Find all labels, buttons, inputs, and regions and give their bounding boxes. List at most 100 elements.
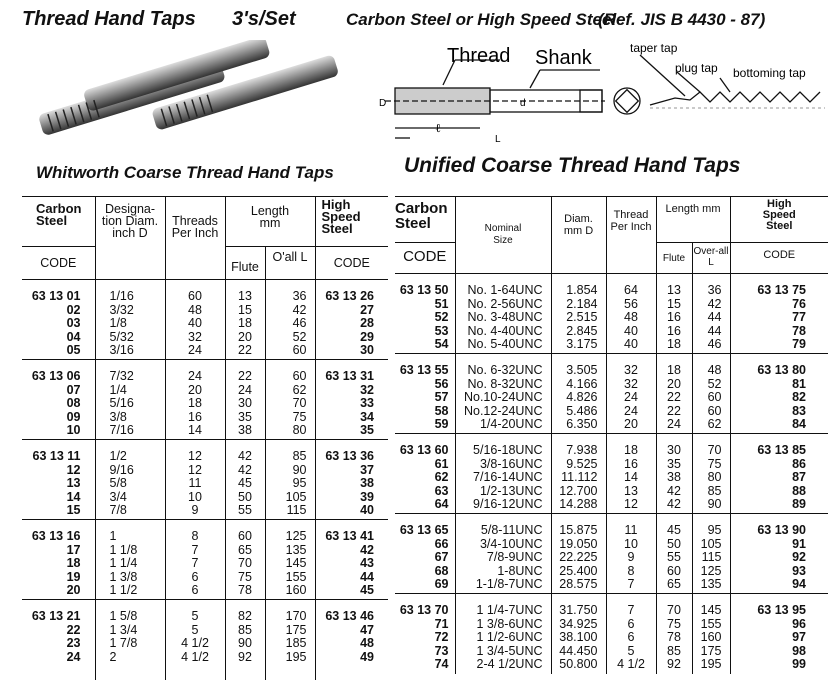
flute-length: 38 [667, 470, 681, 484]
threads-per-inch: 11 [624, 523, 638, 537]
row-group: 63 13 16 17 18 19 20 1 1 1/8 1 1/4 1 3/8 1 1/2 8 7 7… [22, 519, 388, 600]
hss-code-column-cell: 63 13 26 27 28 29 30 [314, 279, 388, 360]
flute-length: 60 [667, 563, 681, 578]
carbon-code: 54 [434, 337, 449, 351]
hss-code: 39 [360, 489, 374, 504]
flute-length-column-cell: 13 15 18 20 22 [224, 279, 265, 360]
hss-code: 79 [792, 337, 806, 351]
overall-length: 60 [292, 343, 307, 357]
taper-tap-label: taper tap [630, 41, 678, 55]
overall-length: 48 [707, 363, 722, 377]
diameter: 7/16 [109, 423, 134, 437]
flute-header: Flute [224, 246, 265, 280]
carbon-code: 20 [66, 583, 81, 597]
carbon-code-column-cell: 63 13 21 22 23 24 [22, 600, 95, 680]
threads-per-inch: 6 [627, 630, 635, 644]
threads-per-inch: 5 [627, 643, 635, 658]
flute-length-column-cell: 60 65 70 75 78 [224, 519, 265, 600]
threads-per-inch-column-cell: 11 10 9 8 7 [605, 513, 656, 594]
nominal-size: 3/4-10UNC [479, 536, 543, 551]
flute-length: 22 [238, 369, 252, 383]
hss-code: 96 [792, 616, 806, 631]
overall-length: 105 [700, 536, 722, 551]
diameter-mm: 7.938 [566, 443, 598, 457]
flute-length: 50 [238, 489, 252, 504]
carbon-code: 63 13 01 [31, 289, 81, 303]
flute-length-column-cell: 22 24 30 35 38 [224, 359, 265, 440]
diameter: 1 3/8 [109, 569, 138, 584]
row-group: 63 13 01 02 03 04 05 1/16 3/32 1/8 5/32 3/16 60 48 4… [22, 279, 388, 360]
threads-per-inch: 5 [191, 609, 199, 623]
hss-code: 40 [360, 503, 374, 517]
tap-diagram: Thread Shank D d ℓ L taper tap plug tap … [379, 41, 825, 145]
carbon-code: 19 [66, 569, 81, 584]
carbon-code: 59 [434, 417, 449, 431]
hss-code: 34 [360, 409, 374, 424]
overall-length: 75 [707, 456, 722, 471]
diameter: 1 5/8 [109, 609, 138, 623]
flute-length: 85 [667, 643, 681, 658]
threads-per-inch: 7 [627, 577, 635, 591]
overall-length: 170 [285, 609, 307, 623]
hss-code: 78 [792, 323, 806, 338]
designation-header: Designa-tion Diam. inch D [94, 196, 165, 280]
length-header: Length mm [655, 196, 730, 243]
threads-per-inch: 7 [191, 542, 199, 557]
threads-per-inch: 12 [624, 497, 638, 511]
hss-code: 63 13 36 [325, 449, 374, 463]
thread-label: Thread [447, 45, 510, 67]
threads-per-inch: 14 [188, 423, 202, 437]
overall-length: 62 [707, 417, 722, 431]
overall-length-column-cell: 36 42 46 52 60 [264, 279, 315, 360]
hss-code: 63 13 85 [757, 443, 806, 457]
diameter-mm: 2.184 [566, 296, 598, 311]
threads-per-inch: 60 [188, 289, 202, 303]
flute-length: 20 [238, 329, 252, 344]
threads-per-inch: 40 [624, 337, 638, 351]
flute-length: 90 [238, 636, 252, 650]
flute-length: 42 [238, 449, 252, 463]
flute-length: 22 [667, 403, 681, 418]
flute-length: 16 [667, 310, 681, 324]
diameter: 1 [109, 529, 117, 543]
hss-code: 44 [360, 569, 374, 584]
flute-length: 65 [238, 542, 252, 557]
hss-code: 83 [792, 403, 806, 418]
threads-per-inch: 4 1/2 [181, 636, 209, 650]
diameter-mm: 6.350 [566, 417, 598, 431]
hss-code: 91 [792, 536, 806, 551]
diameter-column-cell: 1 5/8 1 3/4 1 7/8 2 [94, 599, 165, 680]
diameter-mm: 50.800 [559, 657, 598, 671]
threads-header: Threads Per Inch [164, 196, 225, 280]
carbon-code: 68 [434, 563, 449, 578]
hss-code: 37 [360, 462, 374, 477]
flute-length: 22 [238, 343, 252, 357]
flute-length: 82 [238, 609, 252, 623]
hss-code: 93 [792, 563, 806, 578]
flute-length: 92 [238, 649, 252, 664]
diameter: 7/32 [109, 369, 134, 383]
unified-table: Carbon Steel Nominal Size Diam. mm D Thr… [395, 196, 828, 674]
code-header: CODE [395, 242, 455, 274]
overall-length: 195 [700, 657, 722, 671]
carbon-code-column-cell: 63 13 60 61 62 63 64 [395, 434, 455, 514]
code-header: CODE [22, 246, 95, 280]
overall-length: 42 [292, 302, 307, 317]
carbon-code: 58 [434, 403, 449, 418]
hss-code: 35 [360, 423, 374, 437]
carbon-code: 71 [434, 616, 449, 631]
nominal-size-column-cell: 5/8-11UNC 3/4-10UNC 7/8-9UNC 1-8UNC 1-1/8-7U… [454, 513, 551, 594]
hss-code: 47 [360, 622, 374, 637]
carbon-code: 15 [66, 503, 81, 517]
length-header: Length mm [224, 196, 315, 247]
threads-per-inch: 12 [188, 449, 202, 463]
diameter-mm: 4.826 [566, 390, 598, 404]
flute-length-column-cell: 13 15 16 16 18 [655, 273, 692, 354]
overall-length-column-cell: 95 105 115 125 135 [691, 513, 730, 594]
flute-length-column-cell: 70 75 78 85 92 [655, 593, 692, 674]
row-group: 63 13 60 61 62 63 64 5/16-18UNC 3/8-16UNC 7/16-… [395, 433, 828, 514]
hss-code-column-cell: 63 13 95 96 97 98 99 [729, 593, 828, 674]
overall-length: 52 [707, 376, 722, 391]
flute-length-column-cell: 82 85 90 92 [224, 599, 265, 680]
flute-length: 18 [667, 337, 681, 351]
